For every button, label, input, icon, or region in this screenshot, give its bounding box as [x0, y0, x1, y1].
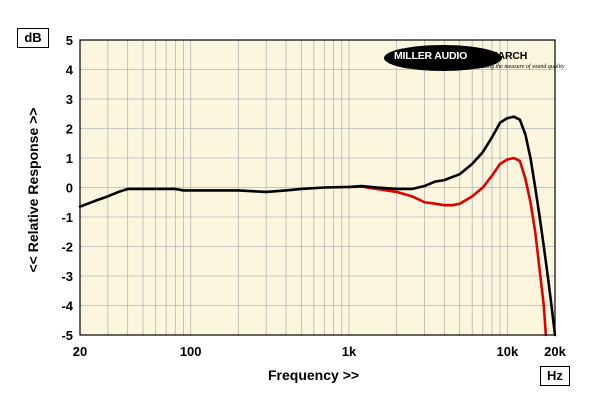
- logo-name: MILLER AUDIO RESEARCH: [394, 50, 527, 62]
- y-axis-title: << Relative Response >>: [25, 107, 41, 273]
- x-tick-label: 1k: [342, 344, 357, 359]
- y-unit-label: dB: [17, 28, 49, 48]
- y-tick-label: 2: [66, 122, 73, 137]
- logo-name-main: MILLER AUDIO: [394, 50, 470, 62]
- y-tick-label: 3: [66, 92, 73, 107]
- response-curve-red: [347, 156, 548, 337]
- x-axis-title: Frequency >>: [268, 367, 360, 383]
- response-curves: [78, 115, 557, 337]
- y-tick-label: -2: [61, 240, 73, 255]
- logo-ellipse: [384, 45, 502, 71]
- y-tick-label: -3: [61, 269, 73, 284]
- y-tick-label: 0: [66, 181, 73, 196]
- y-tick-labels: 5 4 3 2 1 0 -1 -2 -3 -4 -5: [61, 33, 73, 343]
- x-tick-labels: 20 100 1k 10k 20k: [73, 344, 567, 359]
- grid-lines: [79, 39, 556, 336]
- x-unit-label: Hz: [540, 366, 570, 386]
- x-tick-label: 20: [73, 344, 87, 359]
- y-tick-label: -4: [61, 299, 73, 314]
- y-tick-label: 5: [66, 33, 73, 48]
- y-tick-label: -1: [61, 210, 73, 225]
- x-tick-label: 20k: [544, 344, 566, 359]
- y-tick-label: 4: [66, 63, 74, 78]
- y-tick-label: -5: [61, 328, 73, 343]
- logo-tagline: Getting the measure of sound quality: [476, 64, 565, 70]
- x-tick-label: 100: [180, 344, 202, 359]
- plot-border: [79, 39, 556, 336]
- x-tick-label: 10k: [496, 344, 518, 359]
- brand-logo: MILLER AUDIO RESEARCH Getting the measur…: [384, 44, 565, 74]
- response-curve-black: [78, 115, 557, 337]
- y-tick-label: 1: [66, 151, 73, 166]
- logo-name-tail: RESEARCH: [469, 50, 528, 62]
